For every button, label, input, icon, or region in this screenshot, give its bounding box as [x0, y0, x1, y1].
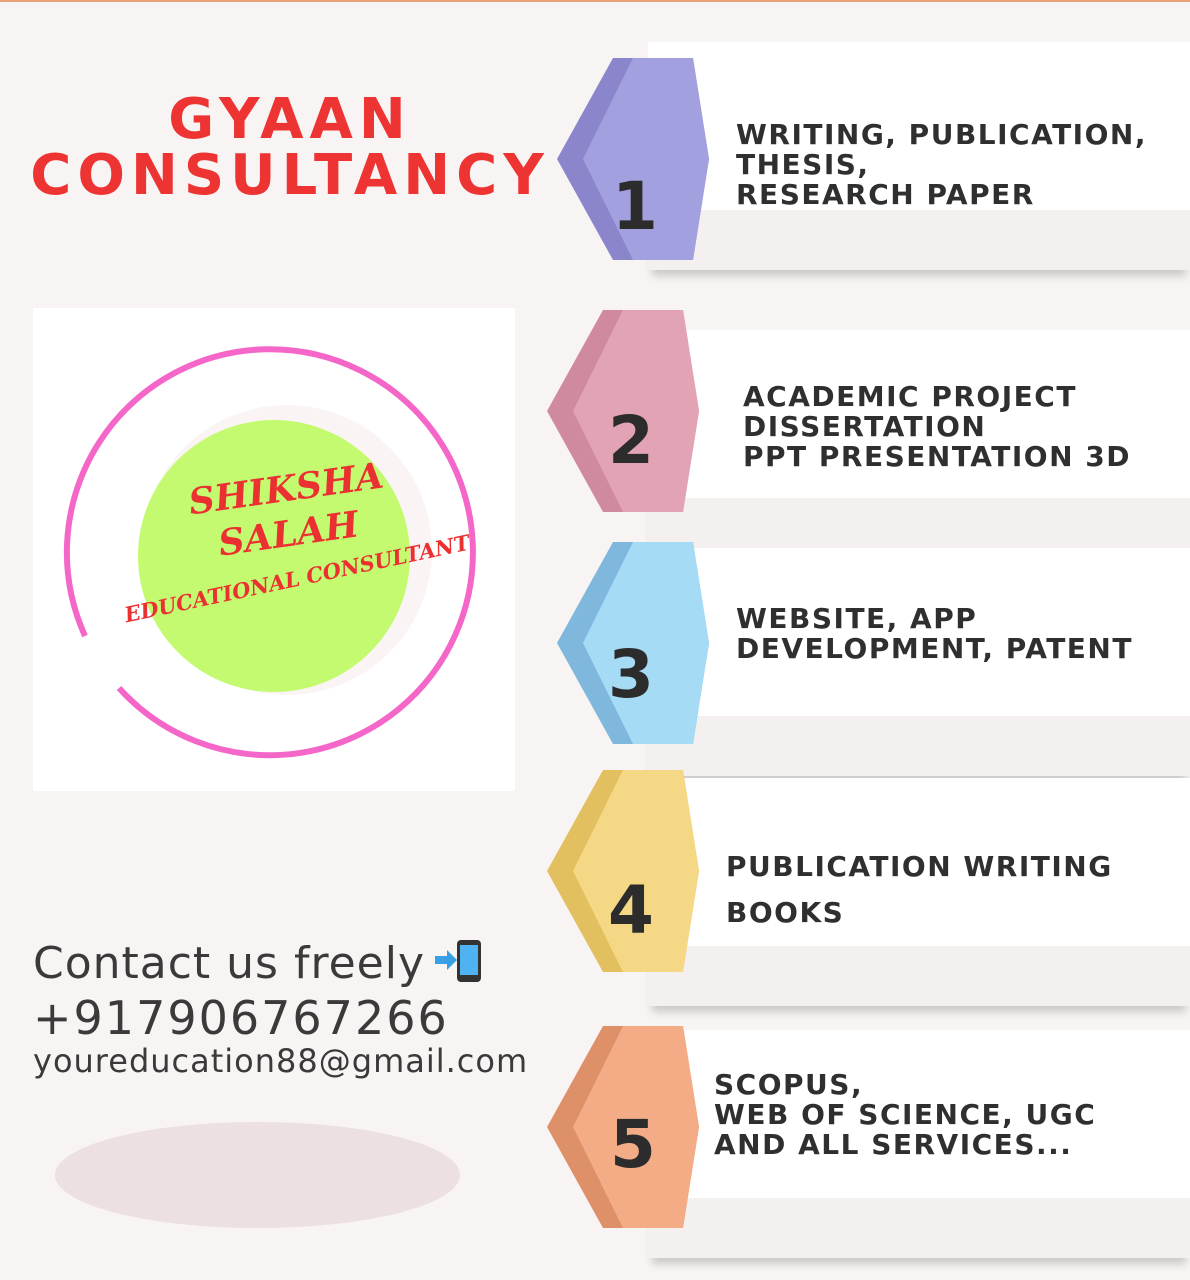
brand-title-line1: GYAAN — [168, 87, 412, 152]
decorative-ellipse — [55, 1122, 460, 1228]
service-2-line-4: PPT PRESENTATION 3D — [743, 440, 1131, 473]
service-1-line-1: WRITING, PUBLICATION, — [736, 118, 1147, 151]
mobile-phone-arrow-icon — [433, 938, 485, 994]
gem-shape-4 — [547, 770, 699, 972]
service-2-line-1: ACADEMIC PROJECT — [743, 380, 1077, 413]
service-text-2: ACADEMIC PROJECT DISSERTATION PPT PRESEN… — [743, 382, 1131, 472]
contact-email[interactable]: youreducation88@gmail.com — [33, 1042, 529, 1080]
service-2-line-3: DISSERTATION — [743, 410, 987, 443]
logo-ring-gap — [81, 634, 122, 691]
top-border — [0, 0, 1190, 2]
service-text-4: PUBLICATION WRITING BOOKS — [726, 845, 1113, 935]
logo: SHIKSHA SALAH EDUCATIONAL CONSULTANT — [33, 308, 515, 791]
logo-ring-arc-1 — [63, 346, 476, 759]
brand-title-line2: CONSULTANCY — [30, 143, 550, 208]
service-card-5 — [648, 1030, 1190, 1258]
contact-phone[interactable]: +917906767266 — [33, 991, 449, 1045]
step-number-5: 5 — [610, 1106, 656, 1183]
gem-shape-5 — [547, 1026, 699, 1228]
gem-shape-2 — [547, 310, 699, 512]
contact-label-text: Contact us freely — [33, 938, 425, 989]
service-4-line-3: BOOKS — [726, 896, 845, 929]
service-5-line-4: AND ALL SERVICES... — [714, 1128, 1073, 1161]
service-card-4 — [648, 778, 1190, 1006]
service-text-3: WEBSITE, APP DEVELOPMENT, PATENT — [736, 604, 1133, 664]
service-text-1: WRITING, PUBLICATION, THESIS, RESEARCH P… — [736, 120, 1147, 210]
step-number-4: 4 — [608, 872, 654, 949]
logo-graphic — [63, 346, 476, 759]
step-number-2: 2 — [608, 402, 654, 479]
service-3-line-2: DEVELOPMENT, PATENT — [736, 632, 1133, 665]
service-3-line-1: WEBSITE, APP — [736, 602, 978, 635]
service-1-line-2: THESIS, — [736, 148, 870, 181]
service-card-2 — [648, 330, 1190, 558]
service-card-1 — [648, 42, 1190, 270]
service-1-line-3: RESEARCH PAPER — [736, 178, 1035, 211]
contact-block: Contact us freely +917906767266 youreduc… — [33, 938, 529, 1081]
logo-green-circle — [138, 420, 410, 692]
brand-title: GYAAN CONSULTANCY — [20, 92, 560, 204]
service-text-5: SCOPUS, WEB OF SCIENCE, UGC AND ALL SERV… — [714, 1070, 1096, 1160]
step-number-1: 1 — [612, 168, 658, 245]
service-card-3 — [648, 548, 1190, 776]
gem-shape-3 — [557, 542, 709, 744]
service-5-line-1: SCOPUS, — [714, 1068, 864, 1101]
step-number-3: 3 — [608, 636, 654, 713]
gem-shape-1 — [557, 58, 709, 260]
service-4-line-1: PUBLICATION WRITING — [726, 850, 1113, 883]
service-5-line-2: WEB OF SCIENCE, UGC — [714, 1098, 1097, 1131]
contact-label: Contact us freely — [33, 938, 528, 994]
